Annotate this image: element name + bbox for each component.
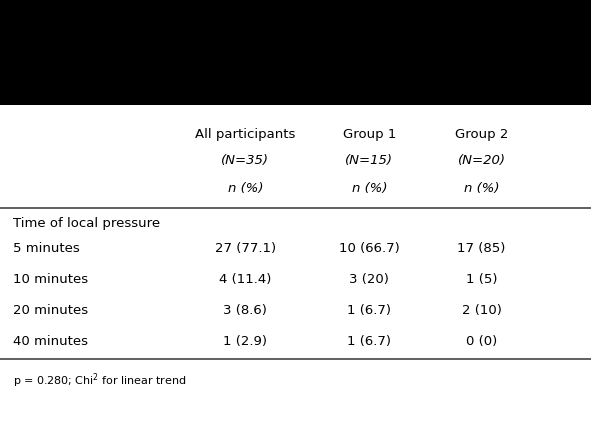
Text: n (%): n (%) [464,182,499,195]
Text: 4 (11.4): 4 (11.4) [219,273,271,286]
Text: Group 1 and Group 2.: Group 1 and Group 2. [13,353,172,368]
FancyBboxPatch shape [0,0,591,105]
Text: 17 (85): 17 (85) [457,242,506,255]
Text: 3 (20): 3 (20) [349,273,389,286]
Text: (N=35): (N=35) [221,154,269,167]
Text: 10 minutes: 10 minutes [13,273,88,286]
Text: 40 minutes: 40 minutes [13,335,88,348]
Text: 3 (8.6): 3 (8.6) [223,304,267,317]
Text: 1 (5): 1 (5) [466,273,498,286]
Text: p = 0.280; Chi$^{2}$ for linear trend: p = 0.280; Chi$^{2}$ for linear trend [13,372,187,391]
Text: All participants: All participants [195,128,296,142]
Text: 20 minutes: 20 minutes [13,304,88,317]
Text: 2 (10): 2 (10) [462,304,502,317]
Text: Table 4. Time to hemostasis per procedure with local pressure in: Table 4. Time to hemostasis per procedur… [13,313,486,328]
Text: 27 (77.1): 27 (77.1) [215,242,276,255]
Text: Group 1: Group 1 [343,128,396,142]
Text: 1 (6.7): 1 (6.7) [348,335,391,348]
Text: n (%): n (%) [228,182,263,195]
Text: n (%): n (%) [352,182,387,195]
Text: Group 2: Group 2 [455,128,508,142]
Text: 1 (6.7): 1 (6.7) [348,304,391,317]
Text: 10 (66.7): 10 (66.7) [339,242,400,255]
Text: Time of local pressure: Time of local pressure [13,217,160,230]
Text: (N=15): (N=15) [345,154,394,167]
Text: 1 (2.9): 1 (2.9) [223,335,267,348]
Text: 0 (0): 0 (0) [466,335,497,348]
Text: (N=20): (N=20) [457,154,506,167]
Text: 5 minutes: 5 minutes [13,242,80,255]
